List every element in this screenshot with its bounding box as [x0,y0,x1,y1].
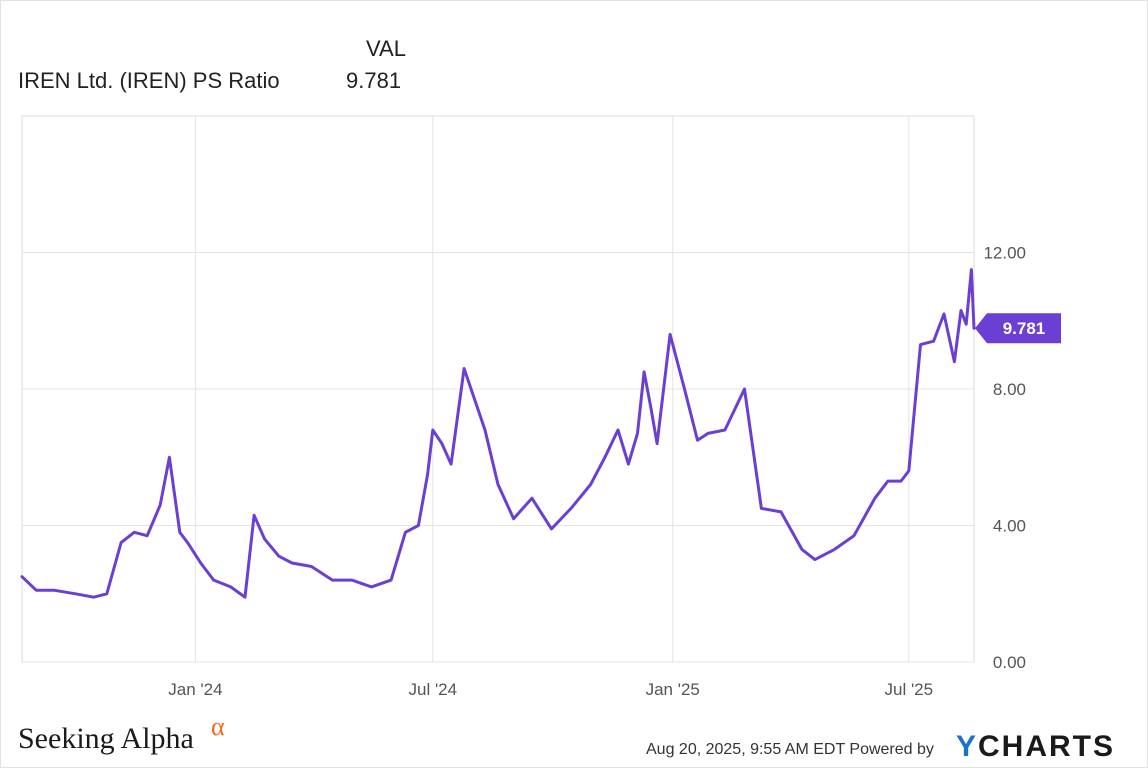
alpha-mark-icon: α [211,712,225,741]
y-tick-label: 8.00 [993,380,1026,399]
legend-series-value: 9.781 [346,68,402,93]
axis-tick-labels: 0.00 4.00 8.00 12.00 Jan '24 Jul '24 Jan '25 Ju… [168,244,1026,700]
current-value-flag: 9.781 [975,313,1061,344]
ycharts-logo-text: CHARTS [978,730,1116,763]
value-flag-label: 9.781 [1003,319,1046,338]
y-tick-label: 4.00 [993,517,1026,536]
series-lines [20,268,976,599]
series-line[interactable] [20,268,976,599]
value-flag-shape [975,313,1061,344]
grid-lines [21,115,975,663]
y-tick-label: 0.00 [993,653,1026,672]
legend-column-header: VAL [366,36,406,61]
x-tick-label: Jul '24 [408,680,457,699]
legend-series-name[interactable]: IREN Ltd. (IREN) PS Ratio [18,68,280,93]
x-tick-label: Jan '25 [646,680,700,699]
x-tick-label: Jul '25 [884,680,933,699]
y-tick-label: 12.00 [983,244,1026,263]
ycharts-logo[interactable]: YCHARTS [956,730,1115,764]
x-tick-label: Jan '24 [168,680,222,699]
seeking-alpha-logo: Seeking Alpha [18,722,194,755]
ycharts-logo-y: Y [956,730,979,763]
chart-timestamp: Aug 20, 2025, 9:55 AM EDT Powered by [646,741,934,758]
